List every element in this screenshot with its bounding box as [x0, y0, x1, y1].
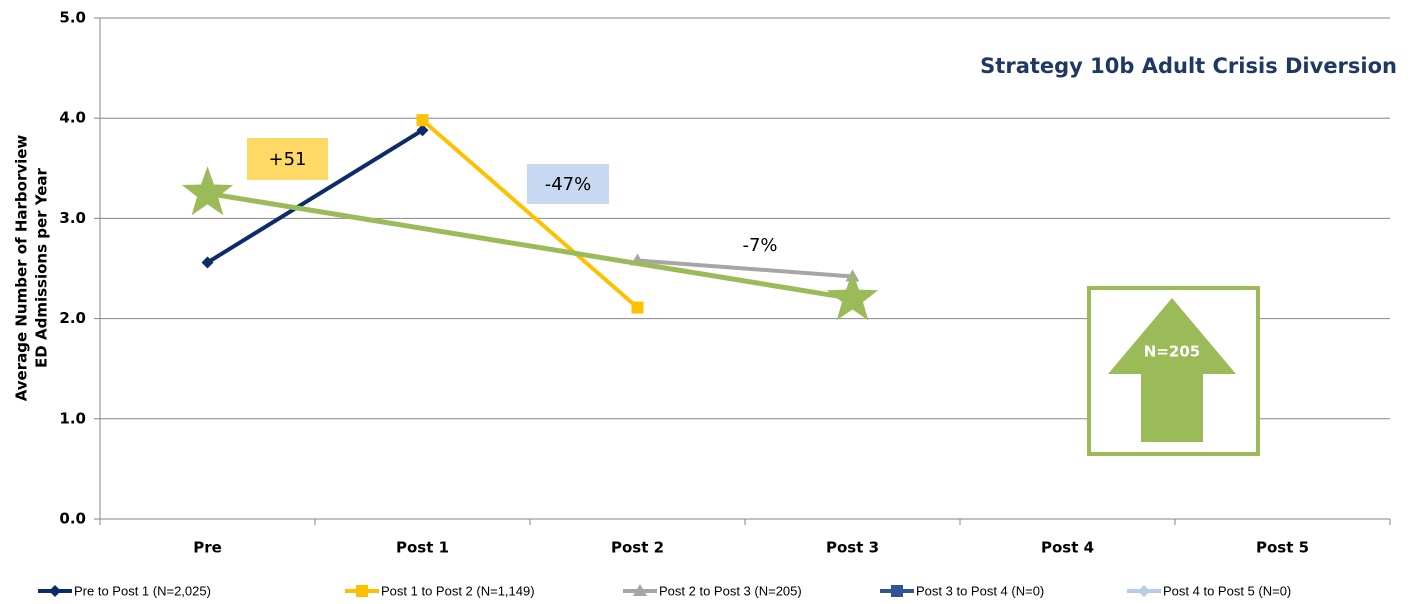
- star-marker: [181, 166, 234, 216]
- legend-label: Post 1 to Post 2 (N=1,149): [381, 583, 535, 598]
- x-tick-label: Post 1: [396, 539, 449, 557]
- marker: [49, 585, 61, 597]
- marker: [356, 585, 368, 597]
- marker: [631, 301, 644, 314]
- chart-title: Strategy 10b Adult Crisis Diversion: [980, 54, 1397, 78]
- y-tick-label: 0.0: [59, 510, 86, 528]
- series-line: [421, 118, 639, 310]
- y-axis-label: ED Admissions per Year: [33, 167, 51, 367]
- badge-arrow: [1108, 298, 1236, 442]
- y-tick-label: 4.0: [59, 109, 86, 127]
- marker: [201, 256, 214, 269]
- y-tick-label: 1.0: [59, 409, 86, 427]
- marker: [1138, 585, 1150, 597]
- x-tick-label: Post 4: [1041, 539, 1094, 557]
- marker: [416, 124, 429, 137]
- y-tick-label: 5.0: [59, 9, 86, 27]
- legend-label: Post 2 to Post 3 (N=205): [659, 583, 802, 598]
- trend-line: [207, 190, 853, 302]
- annotation: -47%: [545, 174, 592, 195]
- series: [416, 114, 644, 314]
- y-axis-label: Average Number of Harborview: [13, 135, 31, 402]
- annotation: -7%: [742, 235, 777, 256]
- badge-label: N=205: [1144, 343, 1200, 361]
- annotation-box: [527, 164, 609, 204]
- marker: [416, 114, 429, 127]
- x-tick-label: Post 5: [1256, 539, 1309, 557]
- x-tick-label: Post 2: [611, 539, 664, 557]
- marker: [891, 585, 903, 597]
- x-tick-label: Post 3: [826, 539, 879, 557]
- annotation: +51: [269, 149, 307, 170]
- series: [201, 124, 429, 269]
- star-marker: [826, 271, 879, 321]
- annotation-box: [247, 138, 328, 180]
- x-tick-label: Pre: [193, 539, 222, 557]
- legend-label: Pre to Post 1 (N=2,025): [74, 583, 211, 598]
- series-line: [637, 258, 853, 279]
- series-line: [206, 128, 424, 265]
- marker: [633, 584, 647, 596]
- y-tick-label: 3.0: [59, 209, 86, 227]
- legend-label: Post 4 to Post 5 (N=0): [1163, 583, 1291, 598]
- legend-label: Post 3 to Post 4 (N=0): [916, 583, 1044, 598]
- y-tick-label: 2.0: [59, 309, 86, 327]
